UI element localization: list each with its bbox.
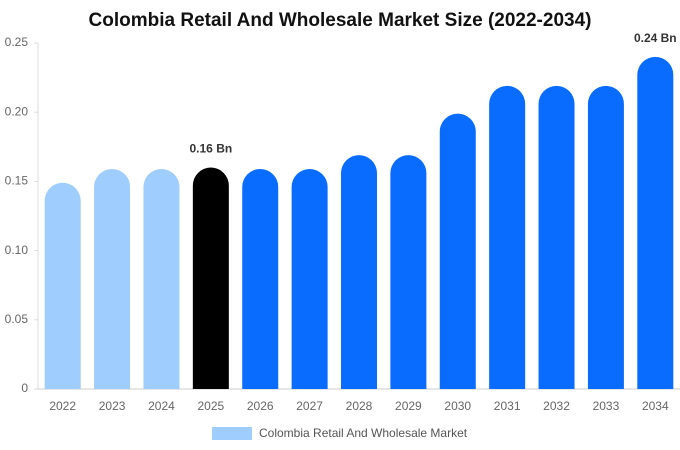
x-tick-label: 2028: [346, 399, 373, 413]
x-tick-label: 2022: [49, 399, 76, 413]
x-tick-label: 2026: [247, 399, 274, 413]
chart-title: Colombia Retail And Wholesale Market Siz…: [89, 10, 592, 31]
bar: [439, 113, 476, 390]
data-label: 0.24 Bn: [634, 31, 677, 45]
x-tick-label: 2027: [296, 399, 323, 413]
y-tick-label: 0.20: [5, 104, 29, 118]
x-tick-label: 2031: [494, 399, 521, 413]
bar: [390, 155, 427, 389]
bar: [192, 167, 229, 389]
x-tick-label: 2023: [99, 399, 126, 413]
y-tick-label: 0.10: [5, 243, 29, 257]
bar: [242, 168, 279, 389]
x-tick-label: 2024: [148, 399, 175, 413]
x-tick-label: 2034: [642, 399, 669, 413]
x-tick-label: 2030: [444, 399, 471, 413]
bar: [587, 85, 624, 390]
y-tick-label: 0: [21, 381, 28, 395]
data-label: 0.16 Bn: [190, 142, 233, 156]
legend-label: Colombia Retail And Wholesale Market: [259, 426, 468, 440]
x-tick-label: 2029: [395, 399, 422, 413]
bar: [538, 85, 575, 390]
x-tick-label: 2025: [197, 399, 224, 413]
bar: [94, 168, 131, 389]
legend-swatch: [212, 427, 252, 440]
bar: [143, 168, 180, 389]
y-tick-label: 0.05: [5, 312, 29, 326]
bar: [291, 168, 328, 389]
bar: [637, 56, 674, 390]
x-tick-label: 2033: [593, 399, 620, 413]
bar: [44, 182, 81, 389]
y-tick-label: 0.25: [5, 35, 29, 49]
bar: [341, 155, 377, 389]
y-tick-label: 0.15: [5, 174, 29, 188]
x-tick-label: 2032: [543, 399, 570, 413]
bar: [489, 85, 526, 389]
